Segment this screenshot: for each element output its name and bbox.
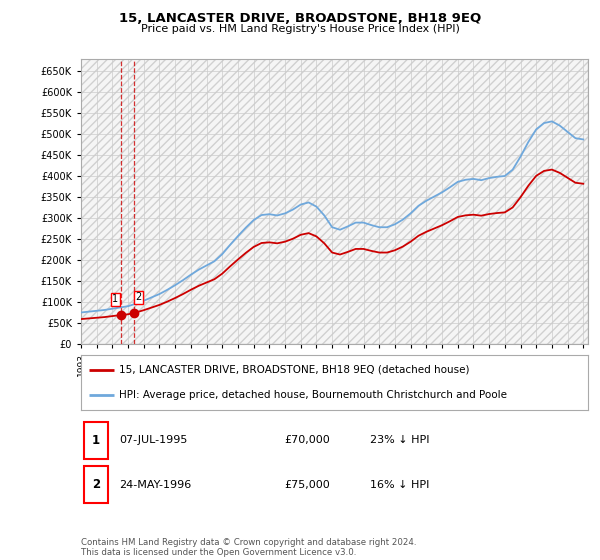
FancyBboxPatch shape bbox=[83, 466, 108, 503]
Text: Price paid vs. HM Land Registry's House Price Index (HPI): Price paid vs. HM Land Registry's House … bbox=[140, 24, 460, 34]
FancyBboxPatch shape bbox=[83, 422, 108, 459]
Text: £75,000: £75,000 bbox=[284, 480, 329, 489]
Bar bbox=[81, 59, 588, 344]
Text: 07-JUL-1995: 07-JUL-1995 bbox=[119, 435, 187, 445]
Text: 2: 2 bbox=[135, 292, 141, 302]
Text: 15, LANCASTER DRIVE, BROADSTONE, BH18 9EQ (detached house): 15, LANCASTER DRIVE, BROADSTONE, BH18 9E… bbox=[119, 365, 470, 375]
Text: 1: 1 bbox=[92, 434, 100, 447]
Text: 16% ↓ HPI: 16% ↓ HPI bbox=[370, 480, 430, 489]
Text: Contains HM Land Registry data © Crown copyright and database right 2024.
This d: Contains HM Land Registry data © Crown c… bbox=[81, 538, 416, 557]
Text: 15, LANCASTER DRIVE, BROADSTONE, BH18 9EQ: 15, LANCASTER DRIVE, BROADSTONE, BH18 9E… bbox=[119, 12, 481, 25]
Text: £70,000: £70,000 bbox=[284, 435, 329, 445]
Text: 23% ↓ HPI: 23% ↓ HPI bbox=[370, 435, 430, 445]
Text: HPI: Average price, detached house, Bournemouth Christchurch and Poole: HPI: Average price, detached house, Bour… bbox=[119, 390, 507, 400]
Text: 2: 2 bbox=[92, 478, 100, 491]
Text: 1: 1 bbox=[112, 295, 118, 305]
Text: 24-MAY-1996: 24-MAY-1996 bbox=[119, 480, 191, 489]
